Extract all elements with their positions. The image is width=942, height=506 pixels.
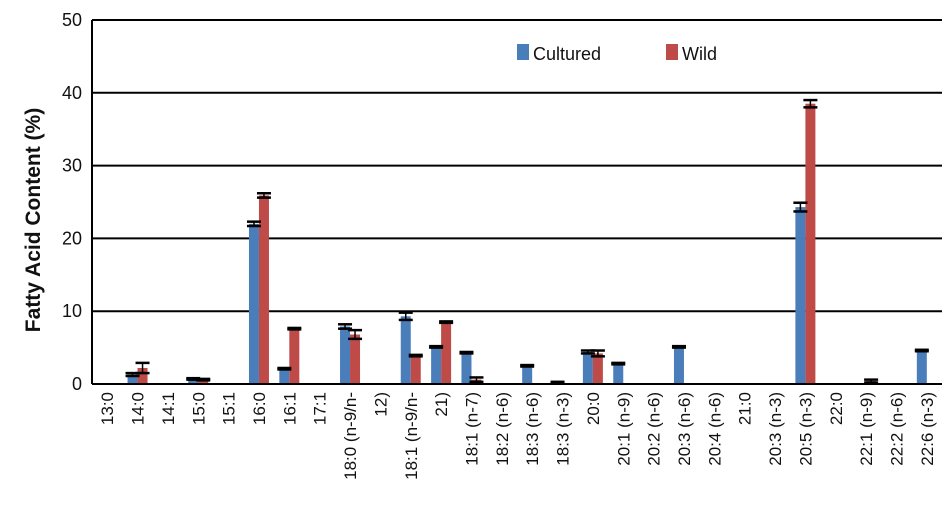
x-tick-label: 17:1: [311, 392, 330, 425]
error-bar: [398, 311, 413, 322]
bar-wild: [592, 353, 603, 384]
legend: Cultured Wild: [517, 44, 717, 64]
x-tick-label: 16:0: [250, 392, 269, 425]
error-bar: [590, 349, 605, 358]
y-tick-label: 40: [62, 83, 82, 103]
error-bar: [459, 350, 474, 355]
error-bar: [429, 344, 444, 349]
x-tick-label: 18:3 (n-3): [554, 392, 573, 466]
bar-wild: [198, 379, 209, 384]
y-tick-label: 30: [62, 156, 82, 176]
legend-label-cultured: Cultured: [533, 44, 601, 64]
bar-wild: [441, 322, 452, 384]
error-bar: [287, 326, 302, 331]
bar-cultured: [795, 207, 806, 384]
bar-cultured: [613, 363, 624, 384]
y-tick-label: 0: [72, 374, 82, 394]
x-tick-label: 16:1: [280, 392, 299, 425]
x-tick-label: 15:1: [220, 392, 239, 425]
error-bar: [469, 376, 484, 384]
x-tick-label: 20:2 (n-6): [645, 392, 664, 466]
legend-swatch-cultured: [517, 44, 529, 60]
x-tick-label: 21:0: [736, 392, 755, 425]
bar-cultured: [431, 346, 442, 384]
x-tick-label: 20:5 (n-3): [796, 392, 815, 466]
bar-cultured: [461, 352, 472, 384]
x-tick-label: 20:4 (n-6): [705, 392, 724, 466]
y-tick-label: 50: [62, 10, 82, 30]
x-tick-label: 12): [371, 392, 390, 417]
bar-wild: [289, 328, 300, 384]
x-tick-label: 22:2 (n-6): [887, 392, 906, 466]
x-tick-label: 14:0: [129, 392, 148, 425]
bar-cultured: [522, 365, 533, 384]
y-tick-labels: 0 10 20 30 40 50: [62, 10, 82, 394]
error-bar: [246, 220, 261, 228]
x-tick-label: 18:1 (n-9/n-: [402, 392, 421, 480]
bar-wild: [410, 355, 421, 384]
bar-cultured: [248, 223, 259, 384]
x-tick-label: 18:1 (n-7): [462, 392, 481, 466]
x-tick-label: 14:1: [159, 392, 178, 425]
bar-wild: [350, 334, 361, 384]
bar-cultured: [916, 350, 927, 384]
error-bar: [256, 192, 271, 199]
error-bar: [439, 320, 454, 325]
x-tick-label: 18:2 (n-6): [493, 392, 512, 466]
bar-cultured: [340, 326, 351, 384]
bar-cultured: [127, 374, 138, 384]
error-bar: [348, 328, 363, 341]
x-tick-label: 18:3 (n-6): [523, 392, 542, 466]
legend-label-wild: Wild: [682, 44, 717, 64]
error-bar: [277, 366, 292, 371]
x-tick-label: 20:3 (n-6): [675, 392, 694, 466]
x-tick-label: 20:0: [584, 392, 603, 425]
error-bar: [408, 353, 423, 358]
x-tick-label: 20:3 (n-3): [766, 392, 785, 466]
x-tick-label: 15:0: [189, 392, 208, 425]
legend-swatch-wild: [666, 44, 678, 60]
error-bar: [864, 378, 879, 384]
y-axis-label: Fatty Acid Content (%): [22, 108, 45, 332]
error-bar: [793, 201, 808, 213]
x-tick-label: 22:1 (n-9): [857, 392, 876, 466]
x-tick-label: 22:0: [827, 392, 846, 425]
y-tick-label: 10: [62, 301, 82, 321]
error-bar: [803, 98, 818, 109]
x-tick-label: 22:6 (n-3): [918, 392, 937, 466]
error-bar: [611, 361, 626, 366]
bar-wild: [805, 103, 816, 384]
bar-cultured: [279, 368, 290, 384]
x-tick-labels: 13:0 14:0 14:1 15:0 15:1 16:0 16:1 17:1 18:0 (n-…: [98, 392, 937, 480]
x-tick-label: 21): [432, 392, 451, 417]
error-bar: [914, 348, 929, 353]
x-tick-label: 18:0 (n-9/n-: [341, 392, 360, 480]
bar-cultured: [188, 378, 199, 384]
bars: [127, 103, 927, 384]
bar-cultured: [582, 351, 593, 384]
error-bar: [671, 344, 686, 349]
error-bar: [520, 363, 535, 368]
y-tick-label: 20: [62, 228, 82, 248]
x-tick-label: 13:0: [98, 392, 117, 425]
bar-cultured: [673, 346, 684, 384]
bar-cultured: [400, 316, 411, 384]
bar-wild: [137, 367, 148, 384]
error-bar: [338, 323, 353, 330]
x-tick-label: 20:1 (n-9): [614, 392, 633, 466]
error-bar: [135, 361, 150, 375]
error-bar: [196, 377, 211, 382]
error-bars: [125, 98, 929, 385]
bar-wild: [258, 195, 269, 384]
